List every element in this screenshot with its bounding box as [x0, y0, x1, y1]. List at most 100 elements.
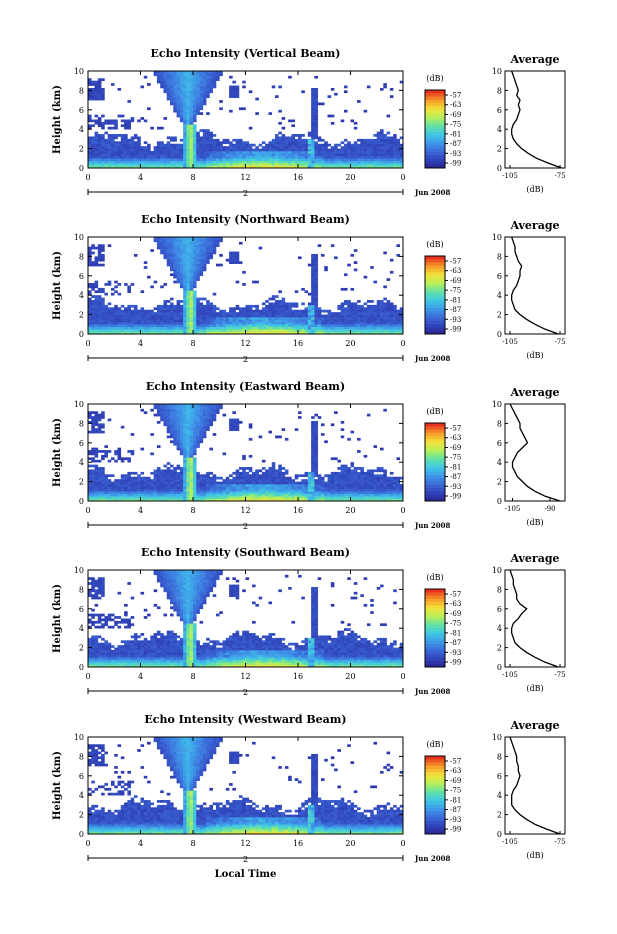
heatmap-cell: [308, 139, 312, 142]
heatmap-cell: [173, 88, 177, 91]
heatmap-cell: [88, 317, 92, 320]
heatmap-cell: [209, 324, 213, 327]
heatmap-cell: [209, 139, 213, 142]
heatmap-cell: [367, 144, 371, 147]
heatmap-cell: [246, 317, 250, 320]
heatmap-cell: [249, 469, 253, 472]
heatmap-cell: [186, 416, 190, 419]
heatmap-cell: [282, 305, 286, 308]
heatmap-cell: [196, 414, 200, 417]
heatmap-cell: [88, 329, 92, 332]
heatmap-cell: [177, 448, 181, 451]
heatmap-cell: [163, 317, 167, 320]
heatmap-cell: [288, 76, 292, 79]
heatmap-cell: [370, 317, 374, 320]
heatmap-cell: [255, 484, 259, 487]
heatmap-cell: [147, 319, 151, 322]
heatmap-cell: [216, 322, 220, 325]
heatmap-cell: [193, 465, 197, 468]
heatmap-cell: [170, 494, 174, 497]
heatmap-cell: [167, 426, 171, 429]
heatmap-cell: [183, 112, 187, 115]
heatmap-cell: [236, 327, 240, 330]
heatmap-cell: [121, 329, 125, 332]
heatmap-cell: [118, 494, 122, 497]
average-profile-line: [512, 237, 559, 334]
heatmap-cell: [265, 486, 269, 489]
heatmap-cell: [91, 286, 95, 289]
heatmap-cell: [114, 329, 118, 332]
heatmap-cell: [285, 163, 289, 166]
heatmap-cell: [318, 139, 322, 142]
heatmap-cell: [108, 122, 112, 125]
heatmap-cell: [357, 489, 361, 492]
heatmap-cell: [232, 153, 236, 156]
heatmap-cell: [298, 416, 302, 419]
heatmap-cell: [272, 329, 276, 332]
heatmap-cell: [370, 305, 374, 308]
heatmap-cell: [334, 477, 338, 480]
heatmap-cell: [111, 127, 115, 130]
heatmap-cell: [180, 411, 184, 414]
heatmap-cell: [255, 486, 259, 489]
heatmap-cell: [180, 491, 184, 494]
heatmap-cell: [180, 436, 184, 439]
heatmap-cell: [334, 156, 338, 159]
heatmap-cell: [272, 327, 276, 330]
heatmap-cell: [383, 139, 387, 142]
heatmap-cell: [177, 319, 181, 322]
heatmap-cell: [314, 426, 318, 429]
heatmap-cell: [177, 436, 181, 439]
heatmap-cell: [344, 161, 348, 164]
heatmap-cell: [314, 276, 318, 279]
heatmap-cell: [275, 134, 279, 137]
heatmap-cell: [377, 317, 381, 320]
heatmap-cell: [331, 146, 335, 149]
heatmap-cell: [190, 100, 194, 103]
heatmap-cell: [131, 141, 135, 144]
heatmap-cell: [396, 327, 400, 330]
heatmap-cell: [387, 322, 391, 325]
heatmap-cell: [239, 477, 243, 480]
heatmap-cell: [308, 329, 312, 332]
heatmap-cell: [91, 472, 95, 475]
heatmap-cell: [144, 120, 148, 123]
heatmap-cell: [282, 136, 286, 139]
heatmap-cell: [288, 305, 292, 308]
heatmap-cell: [186, 252, 190, 255]
heatmap-cell: [167, 259, 171, 262]
heatmap-cell: [180, 158, 184, 161]
heatmap-cell: [183, 440, 187, 443]
heatmap-cell: [278, 322, 282, 325]
heatmap-cell: [190, 115, 194, 118]
heatmap-cell: [219, 484, 223, 487]
heatmap-cell: [131, 324, 135, 327]
heatmap-cell: [314, 283, 318, 286]
heatmap-cell: [196, 132, 200, 135]
heatmap-cell: [209, 327, 213, 330]
heatmap-cell: [203, 146, 207, 149]
heatmap-cell: [196, 421, 200, 424]
heatmap-cell: [246, 312, 250, 315]
heatmap-cell: [262, 324, 266, 327]
heatmap-cell: [186, 496, 190, 499]
heatmap-cell: [183, 88, 187, 91]
heatmap-cell: [259, 156, 263, 159]
heatmap-cell: [196, 136, 200, 139]
heatmap-cell: [259, 484, 263, 487]
heatmap-cell: [196, 409, 200, 412]
heatmap-cell: [262, 146, 266, 149]
heatmap-cell: [246, 479, 250, 482]
heatmap-cell: [341, 302, 345, 305]
heatmap-cell: [334, 472, 338, 475]
heatmap-cell: [259, 247, 263, 250]
heatmap-cell: [180, 445, 184, 448]
heatmap-cell: [203, 156, 207, 159]
heatmap-cell: [131, 472, 135, 475]
heatmap-cell: [190, 139, 194, 142]
heatmap-cell: [186, 153, 190, 156]
heatmap-cell: [124, 482, 128, 485]
heatmap-cell: [157, 158, 161, 161]
heatmap-cell: [190, 134, 194, 137]
heatmap-cell: [328, 149, 332, 152]
